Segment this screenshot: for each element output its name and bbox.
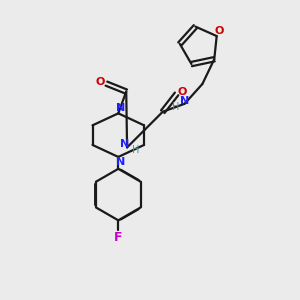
Text: H: H (132, 146, 140, 155)
Text: F: F (114, 231, 122, 244)
Text: N: N (121, 140, 130, 149)
Text: O: O (215, 26, 224, 36)
Text: N: N (116, 157, 125, 167)
Text: N: N (116, 103, 125, 113)
Text: N: N (180, 96, 189, 106)
Text: H: H (172, 102, 179, 112)
Text: O: O (178, 87, 187, 97)
Text: O: O (96, 76, 105, 87)
